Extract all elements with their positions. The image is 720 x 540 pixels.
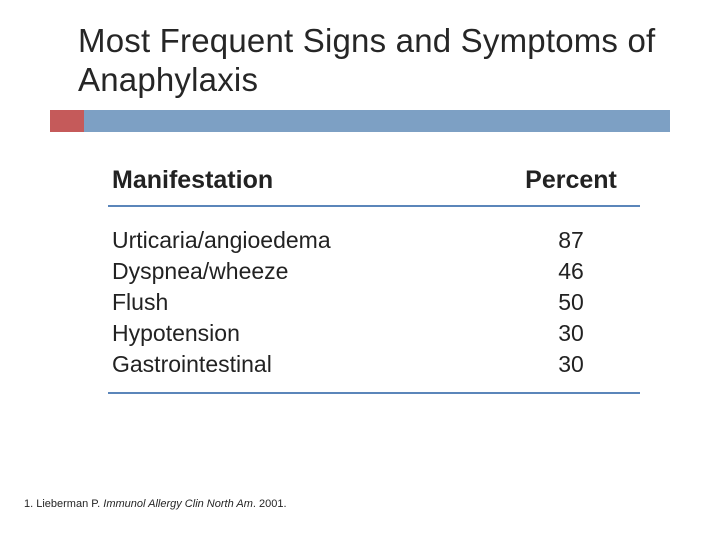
cell-percent: 30	[506, 320, 636, 347]
citation-suffix: . 2001.	[253, 498, 287, 510]
cell-manifestation: Flush	[112, 289, 506, 316]
table-row: Hypotension 30	[112, 320, 636, 347]
accent-box	[50, 110, 84, 132]
slide-title: Most Frequent Signs and Symptoms of Anap…	[78, 22, 670, 100]
table-header: Manifestation Percent	[108, 160, 640, 207]
title-block: Most Frequent Signs and Symptoms of Anap…	[78, 22, 670, 100]
table-row: Dyspnea/wheeze 46	[112, 258, 636, 285]
accent-rule	[50, 110, 670, 132]
signs-table: Manifestation Percent Urticaria/angioede…	[108, 160, 640, 394]
table-row: Urticaria/angioedema 87	[112, 227, 636, 254]
citation-prefix: 1. Lieberman P.	[24, 498, 103, 510]
cell-percent: 46	[506, 258, 636, 285]
cell-manifestation: Dyspnea/wheeze	[112, 258, 506, 285]
cell-percent: 87	[506, 227, 636, 254]
table-row: Gastrointestinal 30	[112, 351, 636, 378]
cell-percent: 30	[506, 351, 636, 378]
cell-percent: 50	[506, 289, 636, 316]
cell-manifestation: Gastrointestinal	[112, 351, 506, 378]
cell-manifestation: Hypotension	[112, 320, 506, 347]
citation: 1. Lieberman P. Immunol Allergy Clin Nor…	[24, 498, 287, 510]
slide: Most Frequent Signs and Symptoms of Anap…	[0, 0, 720, 540]
table-body: Urticaria/angioedema 87 Dyspnea/wheeze 4…	[108, 207, 640, 394]
col-manifestation: Manifestation	[112, 166, 506, 195]
citation-italic: Immunol Allergy Clin North Am	[103, 498, 253, 510]
table-row: Flush 50	[112, 289, 636, 316]
cell-manifestation: Urticaria/angioedema	[112, 227, 506, 254]
rule-fill	[84, 110, 670, 132]
col-percent: Percent	[506, 166, 636, 195]
